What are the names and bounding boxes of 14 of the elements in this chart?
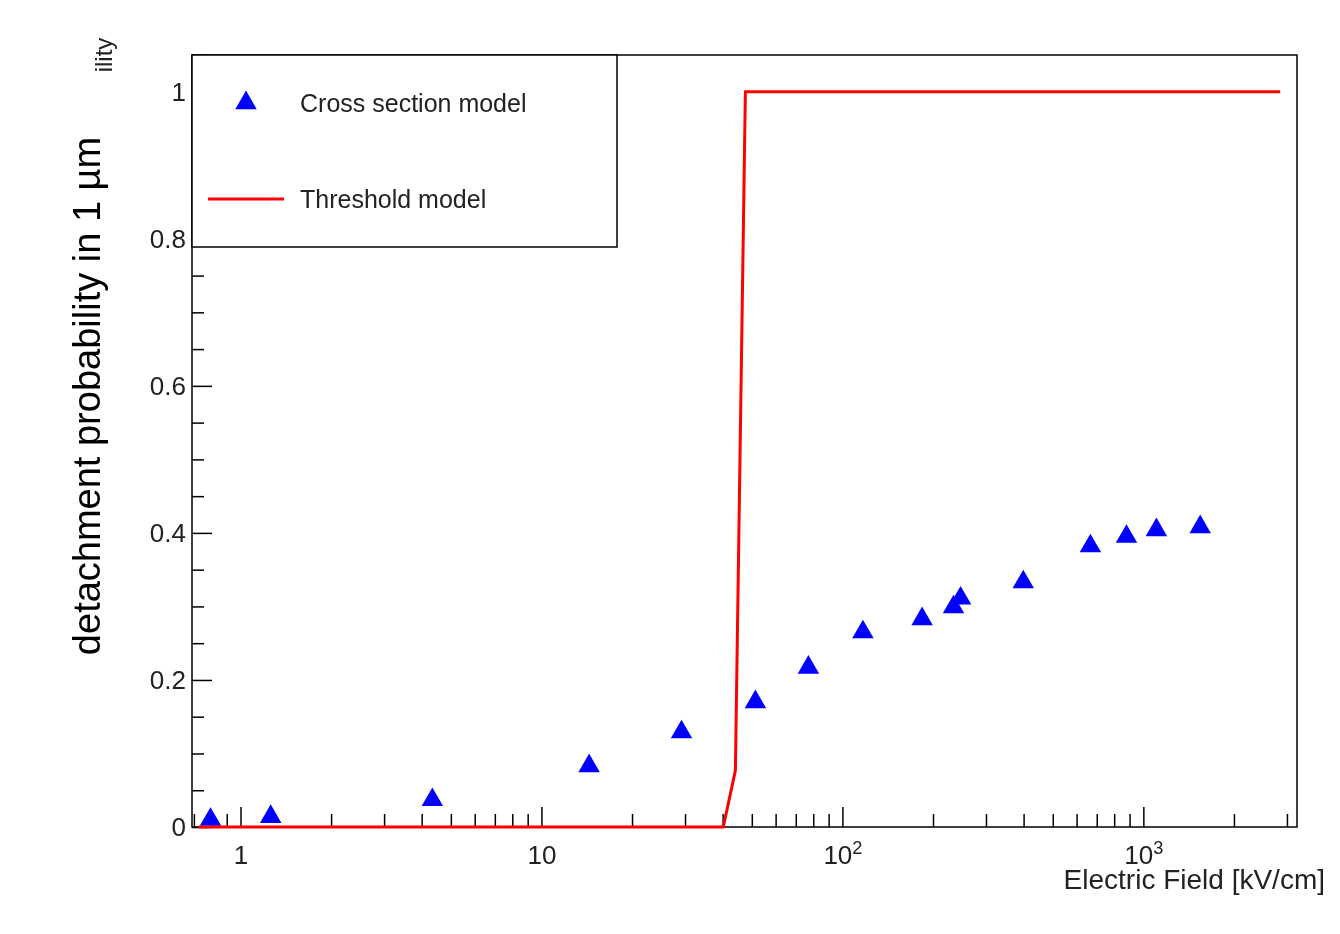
x-axis-title: Electric Field [kV/cm] bbox=[1063, 864, 1325, 895]
y-tick-label: 0.2 bbox=[149, 664, 186, 695]
x-tick-label: 10 bbox=[527, 840, 557, 871]
y-axis-title: detachment probability in 1 µm bbox=[66, 136, 108, 656]
y-tick-label: 0.8 bbox=[149, 223, 186, 254]
y-tick-label: 0.4 bbox=[149, 517, 186, 548]
y-tick-label: 1 bbox=[171, 76, 186, 107]
y-tick-label: 0.6 bbox=[149, 370, 186, 401]
legend-label: Cross section model bbox=[300, 89, 527, 117]
legend-label: Threshold model bbox=[300, 185, 487, 213]
x-tick-label: 1 bbox=[233, 840, 249, 871]
text: ility bbox=[90, 37, 117, 73]
y-tick-label: 0 bbox=[171, 811, 186, 842]
x-tick-label: 10$^{2}$ bbox=[823, 838, 863, 871]
